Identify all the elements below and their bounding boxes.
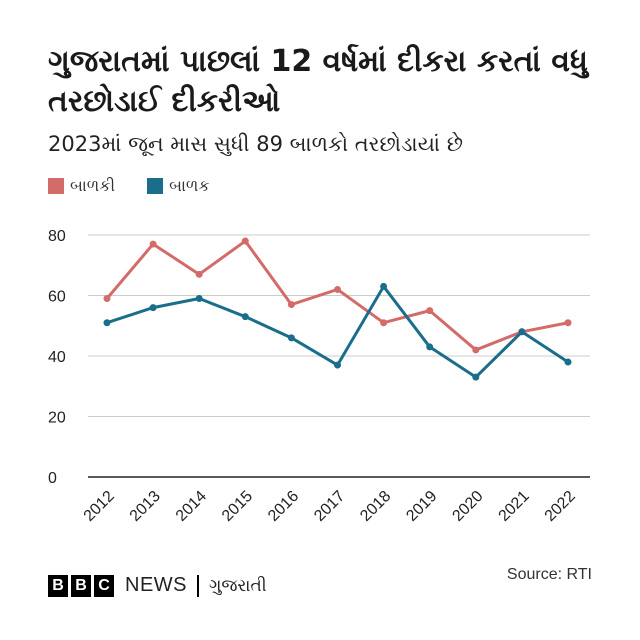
legend-label-boys: બાળક <box>169 176 210 195</box>
data-point-girls <box>380 319 388 327</box>
data-point-boys <box>195 295 203 303</box>
bbc-logo-letter: B <box>71 574 91 597</box>
source-note: Source: RTI <box>506 566 592 583</box>
data-point-boys <box>103 319 111 327</box>
y-tick-label: 60 <box>48 289 66 306</box>
x-tick-label: 2019 <box>403 488 440 525</box>
data-point-boys <box>426 343 434 351</box>
data-point-boys <box>518 328 526 336</box>
bbc-logo-letter: C <box>94 574 114 597</box>
x-tick-label: 2020 <box>449 488 486 525</box>
data-point-girls <box>149 240 157 248</box>
data-point-boys <box>380 282 388 290</box>
y-tick-label: 40 <box>48 349 66 366</box>
x-tick-label: 2017 <box>311 488 348 525</box>
x-tick-label: 2021 <box>496 488 533 525</box>
legend-swatch-boys <box>147 178 164 194</box>
legend: બાળકી બાળક <box>48 176 242 196</box>
legend-item-boys: બાળક <box>147 176 210 196</box>
data-point-boys <box>241 313 249 321</box>
legend-label-girls: બાળકી <box>70 176 116 195</box>
data-point-girls <box>287 301 295 309</box>
bbc-logo-letter: B <box>48 574 68 597</box>
data-point-girls <box>103 295 111 303</box>
chart-subtitle: 2023માં જૂન માસ સુધી 89 બાળકો તરછોડાયાં … <box>48 132 463 156</box>
x-tick-label: 2014 <box>173 488 210 525</box>
data-point-boys <box>472 373 480 381</box>
footer-divider <box>197 574 199 597</box>
x-tick-label: 2013 <box>127 488 164 525</box>
bbc-logo: B B C <box>48 574 117 597</box>
data-point-girls <box>472 346 480 354</box>
data-point-girls <box>241 237 249 245</box>
news-label: NEWS <box>125 574 187 596</box>
footer-branding: B B C NEWS ગુજરાતી <box>48 574 267 597</box>
language-label: ગુજરાતી <box>209 575 267 596</box>
data-point-boys <box>149 304 157 312</box>
x-tick-label: 2012 <box>81 488 118 525</box>
y-tick-label: 0 <box>48 470 57 487</box>
x-tick-label: 2016 <box>265 488 302 525</box>
data-point-boys <box>564 358 572 366</box>
data-point-girls <box>334 285 341 293</box>
data-point-girls <box>426 307 434 315</box>
data-point-boys <box>287 334 295 342</box>
x-tick-label: 2018 <box>357 488 394 525</box>
chart-title: ગુજરાતમાં પાછલાં 12 વર્ષમાં દીકરા કરતાં … <box>48 44 589 119</box>
x-tick-label: 2015 <box>219 488 256 525</box>
legend-item-girls: બાળકી <box>48 176 115 196</box>
data-point-girls <box>195 270 203 278</box>
y-tick-label: 80 <box>48 228 66 245</box>
data-point-boys <box>334 361 341 369</box>
legend-swatch-girls <box>48 178 64 194</box>
y-tick-label: 20 <box>48 410 66 427</box>
data-point-girls <box>564 319 572 327</box>
x-tick-label: 2022 <box>542 488 579 525</box>
